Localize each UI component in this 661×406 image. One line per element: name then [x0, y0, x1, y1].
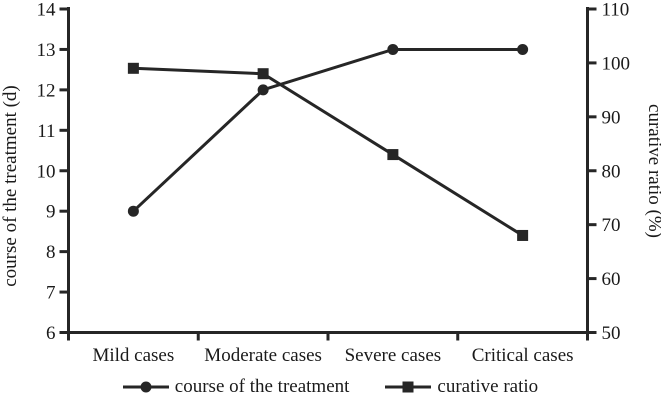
data-point-circle: [127, 205, 139, 217]
legend-label-course: course of the treatment: [174, 376, 350, 397]
data-point-square: [387, 149, 399, 161]
y-axis-left-tick-label: 6: [46, 323, 56, 344]
x-axis-category-label: Mild cases: [92, 345, 174, 366]
y-axis-left-tick-label: 8: [46, 242, 56, 263]
y-axis-right-tick-label: 80: [602, 161, 621, 182]
y-axis-left-tick-label: 7: [46, 283, 56, 304]
legend-item-course: course of the treatment: [122, 376, 350, 398]
data-point-circle: [517, 43, 529, 55]
x-axis-category-label: Critical cases: [472, 345, 574, 366]
y-axis-left-tick-label: 14: [37, 0, 57, 21]
chart-legend: course of the treatment curative ratio: [0, 368, 661, 406]
x-axis-category-label: Moderate cases: [204, 345, 322, 366]
legend-circle: [140, 381, 152, 393]
y-axis-left-tick-label: 9: [46, 202, 56, 223]
y-axis-left-tick-label: 13: [37, 40, 56, 61]
y-axis-right-tick-label: 100: [602, 53, 631, 74]
y-axis-right-tick-label: 50: [602, 323, 621, 344]
y-axis-left-tick-label: 10: [37, 161, 56, 182]
data-point-circle: [387, 43, 399, 55]
data-point-square: [257, 68, 269, 80]
y-axis-right-tick-label: 60: [602, 269, 621, 290]
data-point-circle: [257, 84, 269, 96]
series-line-circle: [132, 47, 523, 213]
legend-marker-square-icon: [385, 381, 432, 393]
y-axis-left-tick-label: 11: [37, 121, 55, 142]
y-axis-left-tick-label: 12: [37, 80, 56, 101]
legend-label-ratio: curative ratio: [437, 376, 539, 397]
legend-item-ratio: curative ratio: [385, 376, 538, 398]
y-axis-right-tick-label: 70: [602, 215, 621, 236]
x-axis-category-label: Severe cases: [345, 345, 442, 366]
y-axis-right-tick-label: 90: [602, 107, 621, 128]
legend-square: [402, 381, 414, 393]
series-line-square: [133, 66, 524, 237]
treatment-vs-ratio-chart: 6 7 8 9 10 11 12 13 14 50 60 70 80 90 100 110 Mild cases…: [0, 0, 661, 366]
y-axis-right-tick-label: 110: [602, 0, 630, 21]
y-axis-left-title: course of the treatment (d): [0, 85, 21, 287]
data-point-square: [517, 229, 529, 241]
data-point-square: [127, 62, 139, 74]
legend-marker-circle-icon: [122, 381, 169, 393]
y-axis-right-title: curative ratio (%): [644, 104, 661, 238]
